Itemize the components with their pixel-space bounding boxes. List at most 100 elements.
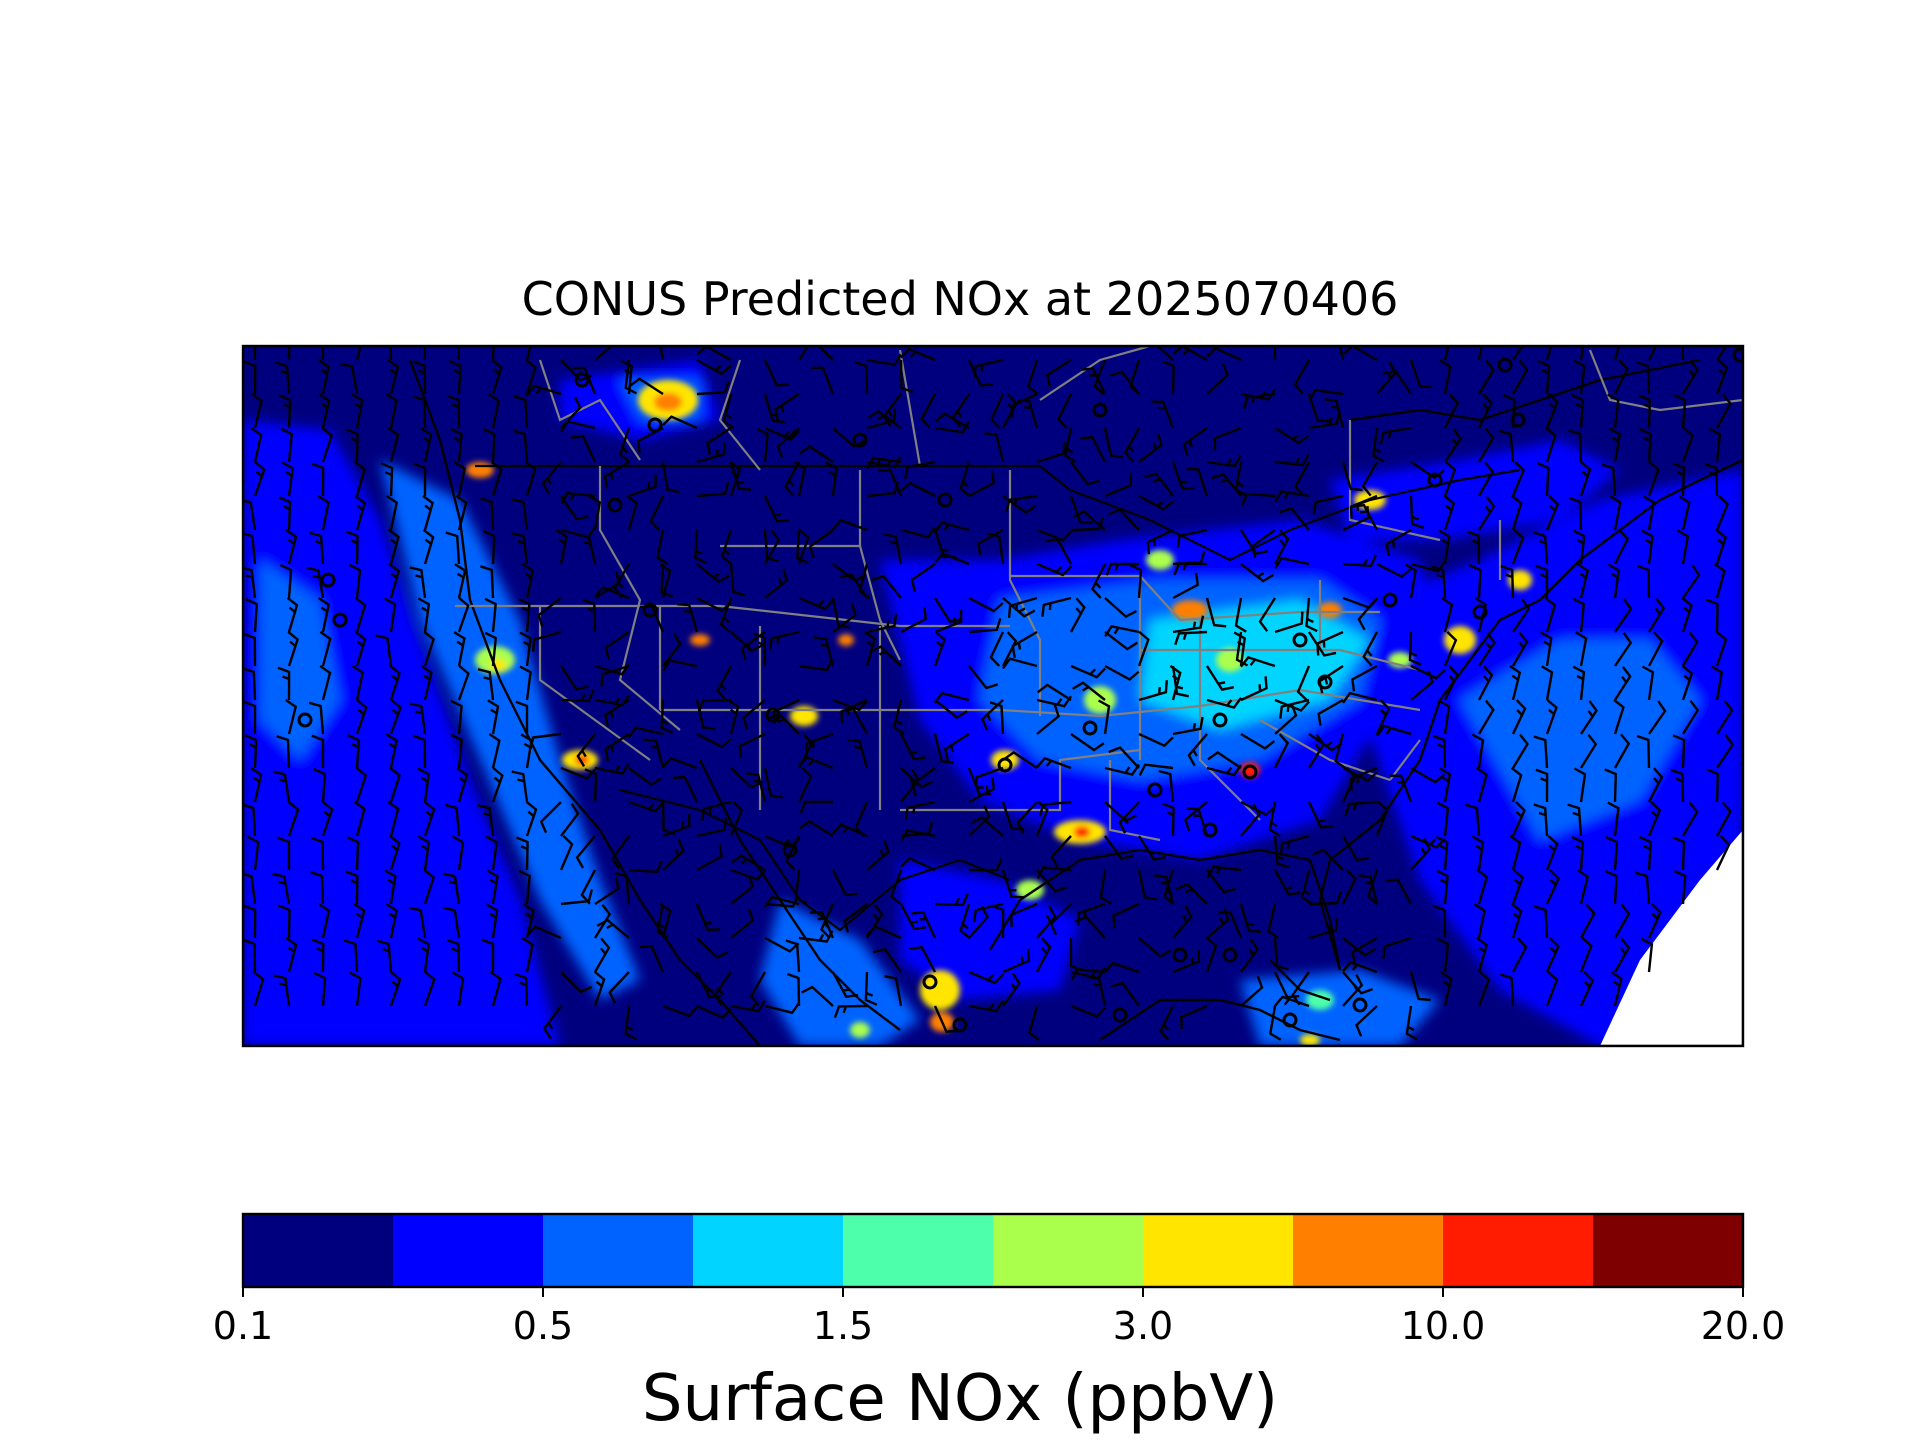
wind-barb	[694, 529, 707, 564]
wind-barb	[422, 528, 435, 565]
wind-barb	[933, 597, 963, 623]
wind-barb	[1173, 562, 1208, 576]
wind-barb	[280, 427, 294, 463]
wind-barb	[278, 394, 292, 429]
wind-barb	[1545, 869, 1560, 905]
wind-barb	[1636, 734, 1651, 769]
wind-barb	[413, 734, 427, 769]
wind-barb	[1471, 733, 1485, 769]
wind-barb	[1258, 597, 1277, 632]
wind-barb	[1239, 529, 1269, 555]
wind-barb	[618, 427, 631, 464]
wind-barb	[477, 804, 495, 837]
wind-barb	[1607, 563, 1620, 599]
wind-barb	[1608, 427, 1622, 463]
calm-wind-marker	[1497, 357, 1513, 373]
colorbar-tick-label: 0.1	[213, 1304, 273, 1348]
wind-barb	[1579, 903, 1596, 939]
wind-barb	[253, 460, 266, 497]
calm-wind-marker	[1427, 472, 1443, 488]
wind-barb	[933, 1005, 959, 1033]
wind-barb	[1613, 346, 1621, 361]
wind-barb	[1137, 835, 1167, 861]
wind-barb	[245, 598, 259, 633]
wind-barb	[900, 829, 936, 842]
wind-barb	[1439, 359, 1452, 395]
wind-barb	[355, 698, 368, 735]
wind-barb	[347, 734, 361, 769]
wind-barb	[1240, 563, 1275, 583]
wind-barb	[644, 738, 665, 769]
wind-barb	[1344, 800, 1378, 816]
wind-barb	[878, 468, 903, 497]
wind-barb	[899, 359, 914, 394]
wind-barb	[749, 971, 767, 1007]
wind-barb	[311, 938, 325, 973]
wind-barb	[1045, 538, 1073, 565]
wind-barb	[1207, 751, 1242, 769]
wind-barb	[1324, 398, 1345, 429]
wind-barb	[1109, 370, 1140, 395]
calm-wind-marker	[1732, 347, 1743, 363]
wind-barb	[514, 972, 529, 1007]
wind-barb	[1243, 392, 1276, 410]
wind-barb	[1273, 835, 1290, 869]
wind-barb	[1342, 971, 1374, 995]
wind-barb	[884, 975, 903, 1007]
wind-barb	[451, 835, 465, 871]
wind-barb	[1511, 699, 1527, 735]
wind-barb	[559, 835, 574, 871]
wind-barb	[839, 573, 869, 599]
wind-barb	[286, 596, 299, 633]
wind-barb	[1176, 528, 1208, 548]
wind-barb	[593, 970, 606, 1007]
wind-barb	[662, 839, 685, 871]
wind-barb	[1104, 473, 1133, 498]
wind-barb	[1444, 428, 1462, 463]
wind-barb	[989, 631, 1005, 667]
calm-wind-marker	[320, 572, 336, 588]
wind-barb	[1308, 891, 1343, 906]
wind-barb	[1182, 427, 1208, 457]
wind-barb	[1705, 598, 1719, 633]
wind-barb	[696, 1004, 732, 1020]
wind-barb	[991, 904, 1005, 939]
wind-barb	[524, 460, 537, 497]
wind-barb	[542, 1005, 562, 1040]
colorbar-bin	[1593, 1214, 1744, 1287]
wind-barb	[1577, 869, 1589, 905]
wind-barb	[1035, 801, 1049, 837]
wind-barb	[1342, 937, 1376, 957]
wind-barb	[672, 775, 699, 803]
wind-barb	[1672, 462, 1686, 497]
wind-barb	[484, 597, 497, 633]
wind-barb	[1138, 494, 1174, 511]
wind-barb	[423, 800, 436, 837]
wind-barb	[243, 360, 257, 395]
wind-barb	[1704, 462, 1719, 497]
wind-barb	[1440, 971, 1453, 1007]
wind-barb	[525, 358, 537, 395]
wind-barb	[763, 529, 781, 565]
calm-wind-marker	[852, 432, 868, 448]
wind-barb	[1104, 835, 1134, 861]
wind-barb	[1273, 529, 1290, 565]
wind-barb	[933, 630, 947, 667]
wind-barb	[1636, 564, 1651, 599]
wind-barb	[774, 392, 800, 422]
wind-barb	[1312, 848, 1344, 871]
wind-barb	[1431, 565, 1447, 599]
wind-barb	[1572, 597, 1586, 633]
wind-barb	[453, 461, 467, 497]
wind-barb	[243, 532, 257, 565]
wind-barb	[1334, 733, 1346, 770]
calm-wind-marker	[1352, 997, 1368, 1013]
wind-barb	[1069, 495, 1093, 524]
wind-barb	[987, 532, 1005, 565]
wind-barb	[1154, 874, 1175, 905]
wind-barb	[1093, 359, 1107, 395]
wind-barb	[832, 823, 868, 838]
colorbar	[243, 1214, 1744, 1287]
wind-barb	[753, 632, 767, 667]
wind-barb	[1441, 597, 1454, 633]
